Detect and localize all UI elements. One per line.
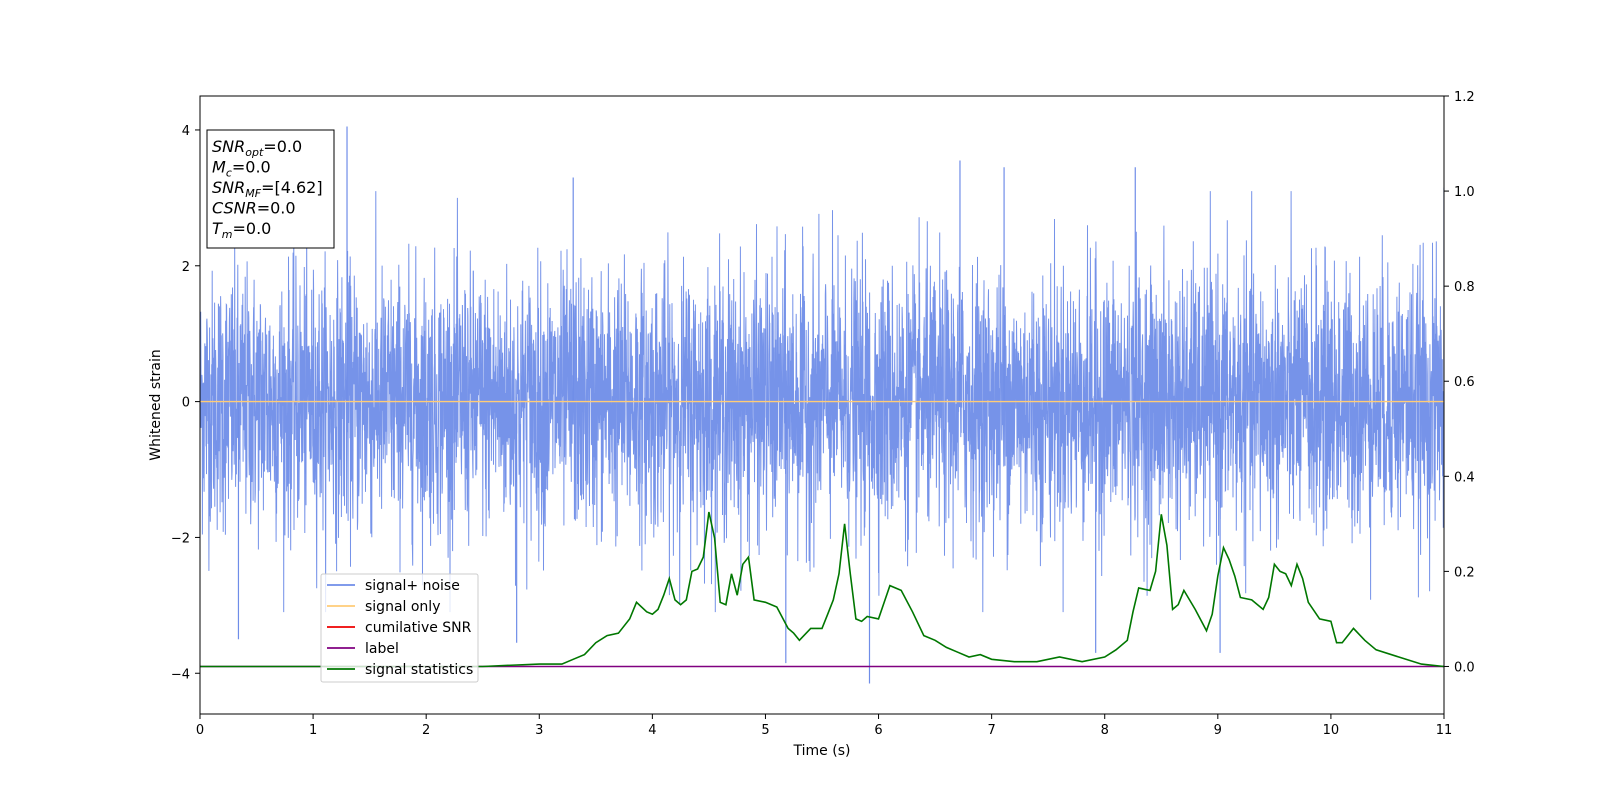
left-y-tick-label: −2 [171, 531, 190, 546]
annotation-line: SNRopt=0.0 [212, 137, 302, 159]
signal-noise-line [200, 191, 1444, 613]
y-axis-label: Whitened strain [148, 349, 164, 460]
right-y-tick-label: 0.0 [1454, 660, 1475, 675]
x-tick-label: 0 [196, 723, 204, 738]
right-y-tick-label: 0.4 [1454, 470, 1475, 485]
annotation-box: SNRopt=0.0Mc=0.0SNRMF=[4.62]CSNR=0.0Tm=0… [206, 129, 335, 249]
x-tick-label: 8 [1101, 723, 1109, 738]
legend: signal+ noise signal only cumilative SNR la… [320, 573, 479, 683]
legend-frame [320, 573, 479, 683]
annotation-frame [206, 129, 335, 249]
left-y-tick-label: 2 [182, 260, 190, 275]
annotation-line: Mc=0.0 [212, 158, 271, 180]
x-tick-label: 5 [761, 723, 769, 738]
annotation-line: SNRMF=[4.62] [212, 178, 323, 200]
legend-label: signal statistics [365, 662, 473, 678]
legend-label: label [365, 641, 399, 657]
right-y-tick-label: 0.8 [1454, 280, 1475, 295]
noise-series-layer [200, 126, 1444, 684]
right-y-tick-label: 1.2 [1454, 90, 1475, 105]
x-axis-label: Time (s) [793, 743, 851, 759]
left-y-tick-label: −4 [171, 667, 190, 682]
left-y-axis: 4 2 0 −2 −4 [171, 124, 200, 682]
x-tick-label: 11 [1436, 723, 1453, 738]
x-tick-label: 9 [1214, 723, 1222, 738]
right-y-tick-label: 0.2 [1454, 565, 1475, 580]
legend-label: signal+ noise [365, 578, 460, 594]
x-tick-label: 2 [422, 723, 430, 738]
left-y-tick-label: 4 [182, 124, 190, 139]
x-tick-label: 7 [987, 723, 995, 738]
x-tick-label: 6 [874, 723, 882, 738]
right-y-tick-label: 1.0 [1454, 185, 1475, 200]
annotation-line: CSNR=0.0 [212, 199, 296, 218]
annotation-line: Tm=0.0 [212, 219, 271, 241]
right-y-axis: 1.2 1.0 0.8 0.6 0.4 0.2 0.0 [1444, 90, 1475, 675]
legend-label: signal only [365, 599, 440, 615]
x-tick-label: 1 [309, 723, 317, 738]
x-axis: 0 1 2 3 4 5 6 7 8 9 10 11 [196, 714, 1452, 738]
right-y-tick-label: 0.6 [1454, 375, 1475, 390]
left-y-tick-label: 0 [182, 396, 190, 411]
x-tick-label: 10 [1323, 723, 1340, 738]
signal-statistics-line [200, 511, 1444, 668]
x-tick-label: 4 [648, 723, 656, 738]
legend-label: cumilative SNR [365, 620, 472, 636]
x-tick-label: 3 [535, 723, 543, 738]
plot-frame [199, 95, 1445, 715]
